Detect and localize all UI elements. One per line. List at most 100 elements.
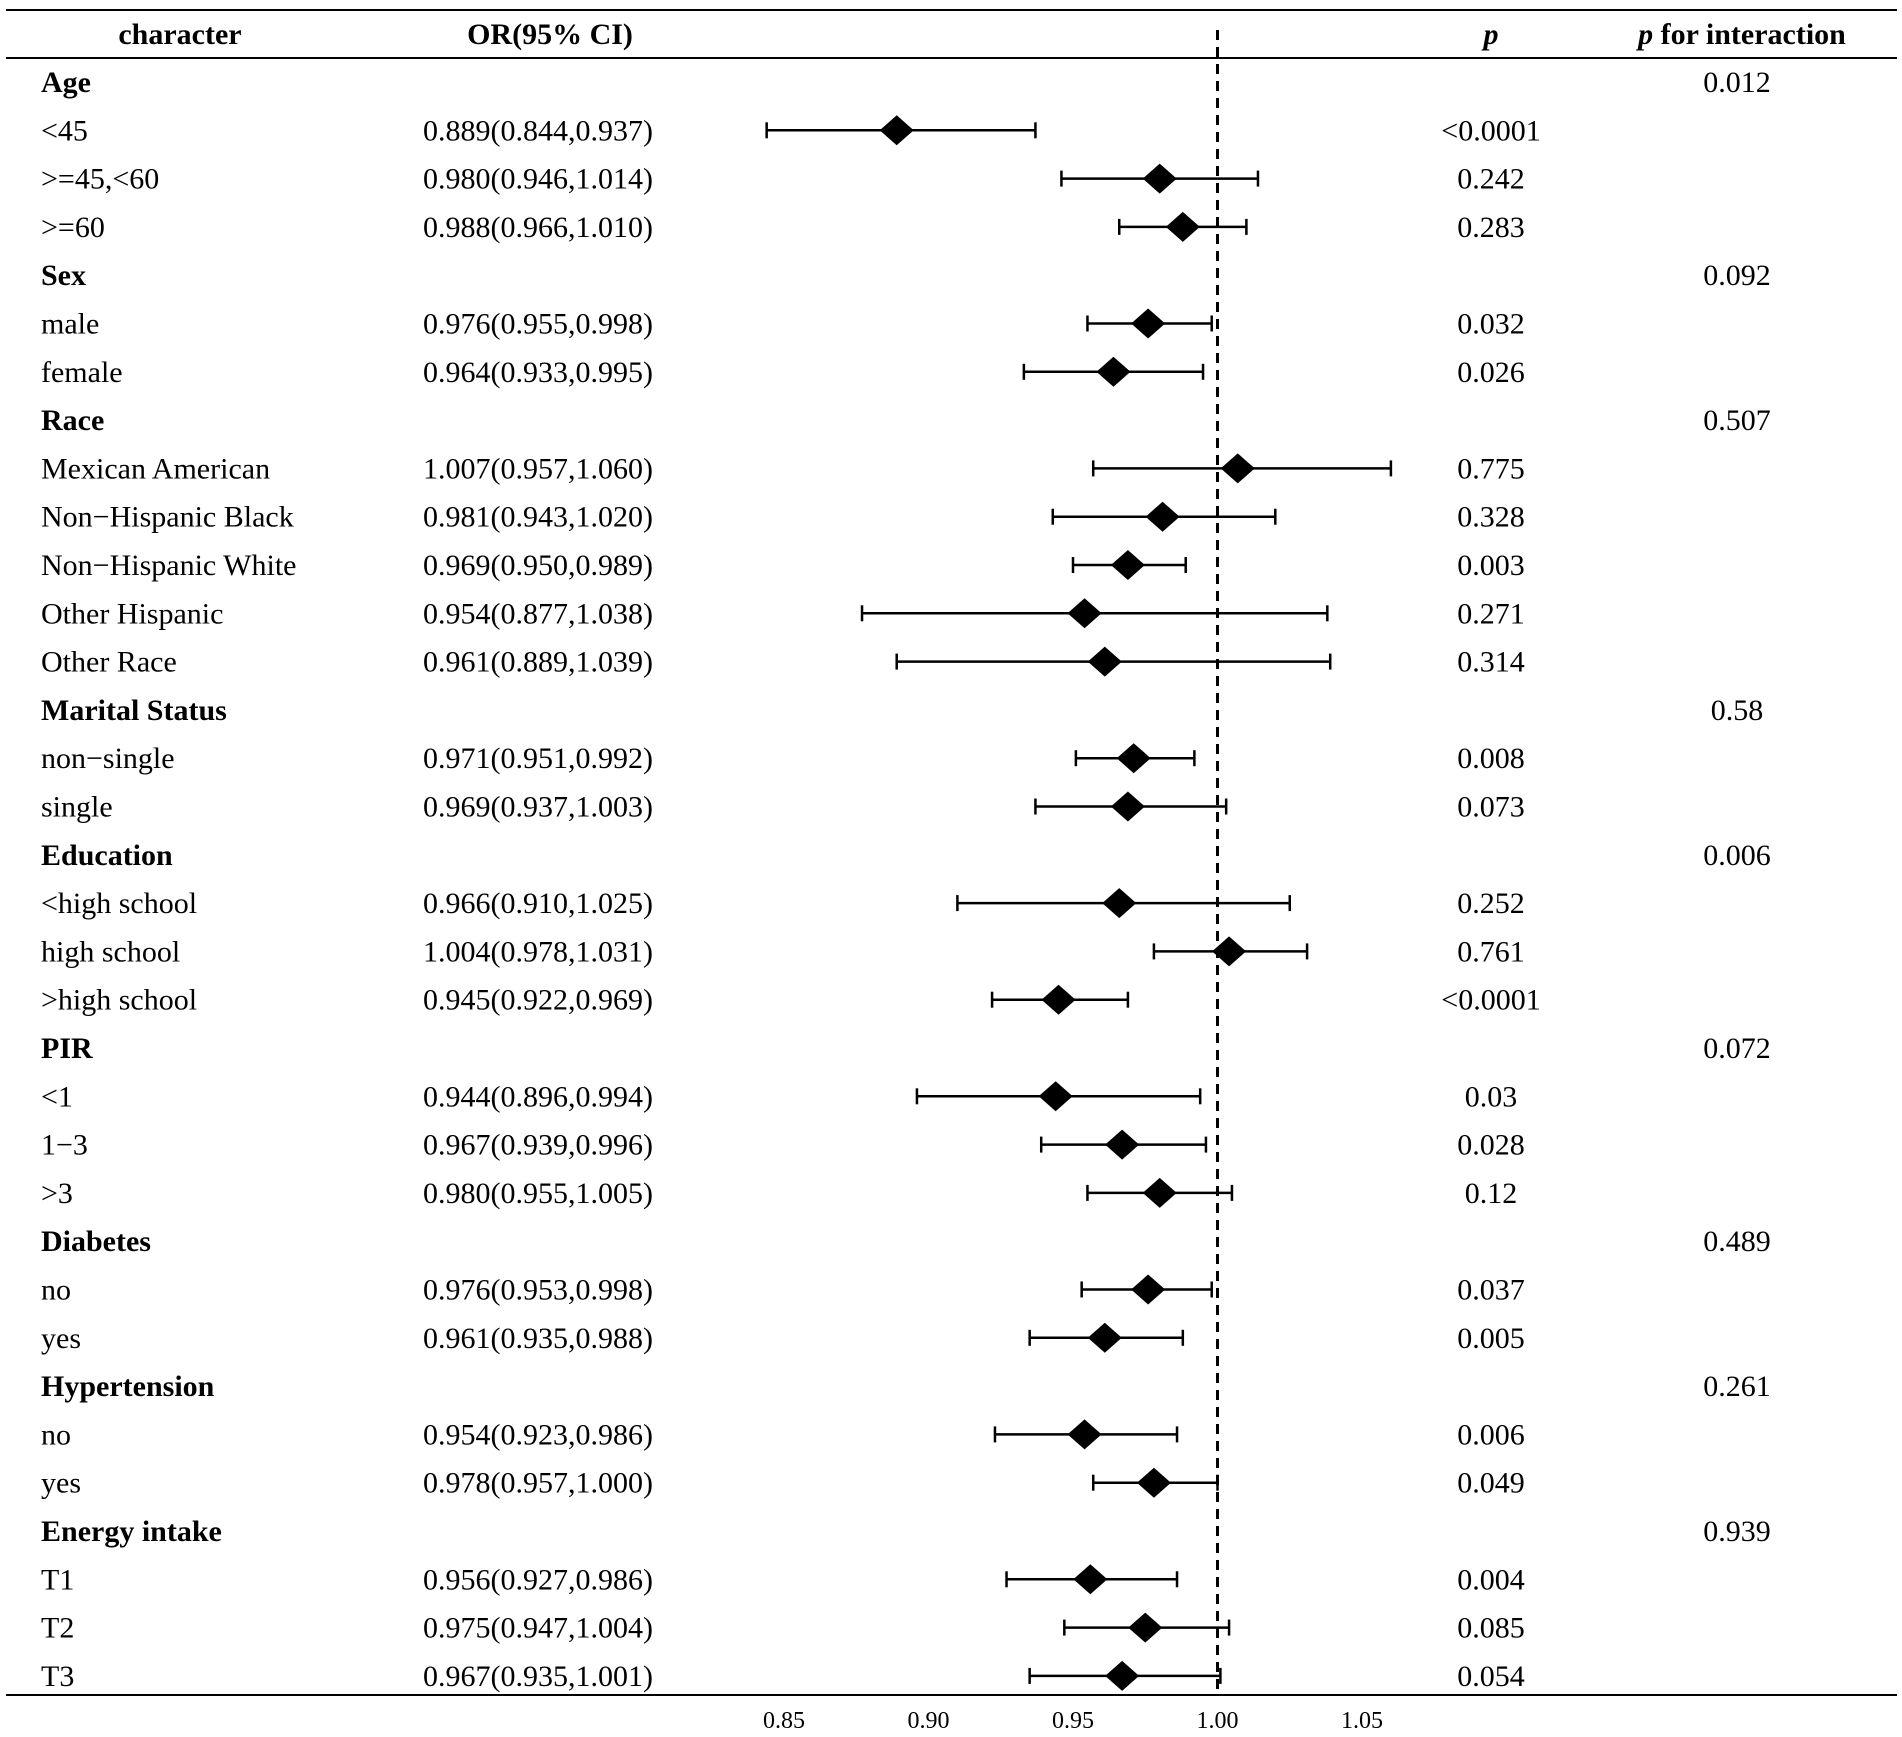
header-p-interaction-p: p <box>1635 18 1653 51</box>
or-diamond-marker <box>1067 598 1102 629</box>
p-value: 0.314 <box>1457 646 1525 679</box>
group-label: Hypertension <box>41 1370 215 1403</box>
row-label: Other Hispanic <box>41 597 223 630</box>
or-diamond-marker <box>1136 1467 1171 1498</box>
p-interaction-value: 0.507 <box>1703 404 1771 437</box>
or-ci-text: 0.976(0.953,0.998) <box>423 1274 653 1307</box>
or-ci-text: 0.978(0.957,1.000) <box>423 1467 653 1500</box>
group-label: Race <box>41 404 104 437</box>
or-diamond-marker <box>1073 1564 1108 1595</box>
x-axis: 0.85 0.90 0.95 1.00 1.05 <box>763 1708 1383 1734</box>
or-ci-text: 0.971(0.951,0.992) <box>423 742 653 775</box>
p-interaction-value: 0.261 <box>1703 1370 1771 1403</box>
row-label: female <box>41 356 123 389</box>
or-ci-text: 0.954(0.923,0.986) <box>423 1418 653 1451</box>
row-label: 1−3 <box>41 1129 88 1162</box>
header-character: character <box>118 18 241 51</box>
or-diamond-marker <box>1105 1660 1140 1691</box>
or-ci-text: 0.945(0.922,0.969) <box>423 984 653 1017</box>
or-diamond-marker <box>1102 888 1137 919</box>
p-interaction-value: 0.072 <box>1703 1032 1771 1065</box>
or-diamond-marker <box>1110 791 1145 822</box>
row-label: high school <box>41 935 180 968</box>
row-label: yes <box>41 1322 81 1355</box>
or-ci-text: 0.969(0.950,0.989) <box>423 549 653 582</box>
p-value: 0.775 <box>1457 452 1525 485</box>
p-value: 0.026 <box>1457 356 1525 389</box>
p-value: 0.032 <box>1457 308 1525 341</box>
p-value: 0.073 <box>1457 791 1525 824</box>
or-ci-text: 0.961(0.935,0.988) <box>423 1322 653 1355</box>
p-value: 0.242 <box>1457 163 1525 196</box>
or-diamond-marker <box>1142 1177 1177 1208</box>
p-value: 0.037 <box>1457 1274 1525 1307</box>
group-label: Sex <box>41 259 86 292</box>
or-diamond-marker <box>1142 163 1177 194</box>
or-ci-text: 0.969(0.937,1.003) <box>423 791 653 824</box>
or-diamond-marker <box>1165 211 1200 242</box>
p-value: 0.03 <box>1465 1080 1518 1113</box>
row-label: single <box>41 791 113 824</box>
p-value: 0.006 <box>1457 1418 1525 1451</box>
or-diamond-marker <box>1116 743 1151 774</box>
p-value: 0.008 <box>1457 742 1525 775</box>
p-interaction-value: 0.58 <box>1711 694 1764 727</box>
or-ci-text: 0.967(0.939,0.996) <box>423 1129 653 1162</box>
p-value: 0.12 <box>1465 1177 1518 1210</box>
header-p: p <box>1481 18 1499 51</box>
row-label: >3 <box>41 1177 73 1210</box>
p-value: <0.0001 <box>1441 984 1540 1017</box>
p-value: 0.761 <box>1457 935 1525 968</box>
row-label: male <box>41 308 99 341</box>
or-diamond-marker <box>1131 1274 1166 1305</box>
x-tick-label: 0.95 <box>1052 1708 1094 1734</box>
x-tick-label: 1.00 <box>1197 1708 1239 1734</box>
or-ci-text: 0.966(0.910,1.025) <box>423 887 653 920</box>
p-value: 0.252 <box>1457 887 1525 920</box>
or-ci-text: 0.976(0.955,0.998) <box>423 308 653 341</box>
row-label: <1 <box>41 1080 73 1113</box>
p-value: 0.085 <box>1457 1612 1525 1645</box>
or-diamond-marker <box>1212 936 1247 967</box>
or-ci-text: 0.956(0.927,0.986) <box>423 1563 653 1596</box>
or-diamond-marker <box>1038 1081 1073 1112</box>
row-label: >=60 <box>41 211 105 244</box>
p-interaction-value: 0.092 <box>1703 259 1771 292</box>
p-interaction-value: 0.006 <box>1703 839 1771 872</box>
p-value: 0.283 <box>1457 211 1525 244</box>
row-label: Mexican American <box>41 452 270 485</box>
row-label: no <box>41 1418 71 1451</box>
p-interaction-value: 0.012 <box>1703 66 1771 99</box>
p-value: 0.005 <box>1457 1322 1525 1355</box>
or-ci-text: 0.975(0.947,1.004) <box>423 1612 653 1645</box>
or-diamond-marker <box>1087 1322 1122 1353</box>
row-label: T3 <box>41 1660 74 1693</box>
or-ci-text: 0.944(0.896,0.994) <box>423 1080 653 1113</box>
group-label: Energy intake <box>41 1515 222 1548</box>
header-or-ci: OR(95% CI) <box>467 18 633 51</box>
rows-layer: Age 0.012 <45 0.889(0.844,0.937) <0.0001 >=45… <box>41 66 1771 1693</box>
or-ci-text: 0.967(0.935,1.001) <box>423 1660 653 1693</box>
x-tick-label: 0.90 <box>908 1708 950 1734</box>
or-ci-text: 0.889(0.844,0.937) <box>423 114 653 147</box>
p-value: 0.003 <box>1457 549 1525 582</box>
p-value: 0.004 <box>1457 1563 1525 1596</box>
row-label: <high school <box>41 887 197 920</box>
group-label: Diabetes <box>41 1225 151 1258</box>
row-label: yes <box>41 1467 81 1500</box>
or-diamond-marker <box>879 115 914 146</box>
row-label: <45 <box>41 114 88 147</box>
p-interaction-value: 0.939 <box>1703 1515 1771 1548</box>
row-label: non−single <box>41 742 175 775</box>
x-tick-label: 1.05 <box>1341 1708 1383 1734</box>
row-label: Non−Hispanic White <box>41 549 296 582</box>
row-label: no <box>41 1274 71 1307</box>
header-p-interaction-rest: for interaction <box>1653 18 1846 51</box>
or-diamond-marker <box>1131 308 1166 339</box>
group-label: Age <box>41 66 91 99</box>
row-label: Other Race <box>41 646 177 679</box>
or-diamond-marker <box>1087 646 1122 677</box>
row-label: Non−Hispanic Black <box>41 501 294 534</box>
or-diamond-marker <box>1067 1419 1102 1450</box>
